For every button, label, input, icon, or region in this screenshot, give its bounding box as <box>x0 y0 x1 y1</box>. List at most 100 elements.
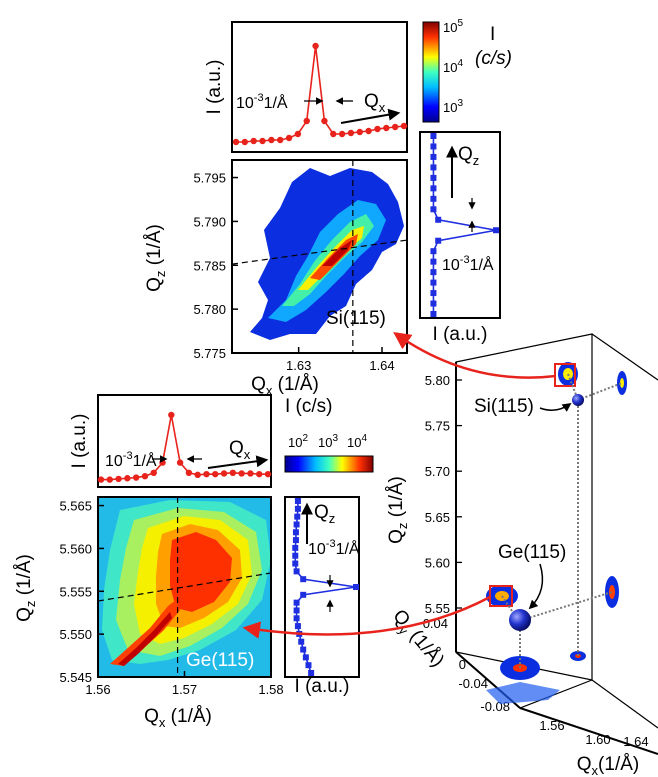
rsm-si-label: Si(115) <box>474 396 534 417</box>
si-guide-left <box>567 373 579 401</box>
ge-map-ylabel: Qz (1/Å) <box>14 554 38 622</box>
ge-qz-point-5 <box>292 537 299 544</box>
si-connector-arrow <box>393 331 557 379</box>
si-qx-profile: I (a.u.) 10-31/Å Qx <box>204 21 408 153</box>
si-map-frame <box>231 159 408 354</box>
ge-qx-arrow-label: Qx <box>229 438 251 462</box>
si-cbar-tick-2: 104 <box>443 58 463 75</box>
si-map-ytick-label-4: 5.795 <box>193 171 226 186</box>
si-cbar-tick-1: 105 <box>443 18 463 35</box>
ge-qz-point-14 <box>293 607 300 614</box>
ge-qz-point-15 <box>293 615 300 622</box>
ge-qx-point-13 <box>212 470 219 478</box>
ge-qz-point-21 <box>305 662 312 669</box>
ge-qz-point-7 <box>292 552 299 559</box>
si-qx-point-8 <box>303 117 310 125</box>
si-qx-point-3 <box>259 137 266 145</box>
si-qz-point-0 <box>430 133 437 139</box>
si-map-ytick-label-1: 5.780 <box>193 302 226 317</box>
si-qz-point-15 <box>430 290 437 297</box>
ge-map-label: Ge(115) <box>186 650 254 671</box>
si-cbar-tick-3: 103 <box>443 98 463 115</box>
ge-qx-frame <box>97 394 272 488</box>
si-map-label: Si(115) <box>326 308 386 329</box>
si-qz-point-13 <box>430 269 437 276</box>
rsm-qy-tick-1: 0.04 <box>423 616 448 631</box>
si-qx-point-19 <box>400 122 408 130</box>
si-qx-point-16 <box>374 125 381 133</box>
si-qx-point-11 <box>330 130 337 138</box>
ge-qx-point-2 <box>115 475 122 483</box>
rsm-qx-tick-1: 1.56 <box>539 718 564 733</box>
ge-qz-point-9 <box>293 568 300 575</box>
si-qz-point-7 <box>430 206 437 213</box>
ge-qx-point-8 <box>168 411 175 419</box>
ge-qx-point-10 <box>185 469 193 476</box>
ge-map-ytick-label-2: 5.555 <box>59 584 92 599</box>
ge-colorbar: I (c/s) 102 103 104 <box>284 396 374 473</box>
rsm-qz-tick-label-3: 5.70 <box>425 464 450 479</box>
ge-map-ytick-label-4: 5.565 <box>59 499 92 514</box>
rsm-ge-label: Ge(115) <box>498 542 566 563</box>
rsm-qz-label: Qz (1/Å) <box>386 476 410 544</box>
ge-qx-marks <box>97 411 272 483</box>
ge-qz-point-20 <box>302 654 309 661</box>
rsm-qy-tick-3: -0.04 <box>458 676 488 691</box>
si-cbar-unit: (c/s) <box>475 48 512 69</box>
ge-qx-point-3 <box>124 475 131 482</box>
ge-qz-width-annotation: 10-31/Å <box>308 538 360 558</box>
rsm-ge-pointer-arrow <box>528 563 544 610</box>
rsm-qy-tick-2: 0 <box>459 657 466 672</box>
ge-qz-point-11 <box>353 584 359 590</box>
ge-qz-point-22 <box>308 670 315 676</box>
si-qx-point-4 <box>268 136 275 144</box>
si-map-ytick-label-3: 5.790 <box>193 214 226 229</box>
rsm-qx-tick-3: 1.64 <box>623 734 648 749</box>
si-qz-point-16 <box>430 300 437 307</box>
ge-qz-point-1 <box>294 505 301 512</box>
ge-cbar-label: I (c/s) <box>285 396 333 417</box>
ge-qx-point-9 <box>176 459 184 466</box>
ge-qx-point-6 <box>150 469 157 476</box>
si-qz-point-10 <box>435 237 442 244</box>
ge-qx-width-annotation: 10-31/Å <box>105 450 157 470</box>
si-qx-point-0 <box>232 138 240 146</box>
si-qz-point-5 <box>430 185 437 192</box>
si-cbar-label: I <box>490 24 495 45</box>
rsm-bottom-right-edge <box>591 679 658 729</box>
rsm-qz-tick-label-2: 5.65 <box>425 510 450 525</box>
si-map-ytick-label-2: 5.785 <box>193 258 226 273</box>
si-map-xlabel: Qx (1/Å) <box>251 374 319 398</box>
ge-cbar-tick-2: 103 <box>318 433 338 450</box>
ge-qz-profile: Qz 10-31/Å I (a.u.) <box>284 496 360 697</box>
ge-guide-right <box>521 591 613 621</box>
ge-map-xtick-label-2: 1.58 <box>258 682 283 697</box>
si-qx-frame <box>231 21 408 153</box>
si-qx-point-13 <box>347 129 355 137</box>
si-qz-point-17 <box>430 311 437 317</box>
ge-qx-point-18 <box>256 470 263 478</box>
si-qx-width-annotation: 10-31/Å <box>236 92 288 112</box>
ge-qz-point-19 <box>300 646 307 653</box>
rsm-top-right-edge <box>591 333 658 381</box>
si-qz-point-1 <box>430 143 437 150</box>
rsm-qz-tick-label-0: 5.55 <box>425 601 450 616</box>
si-qz-point-2 <box>430 153 437 160</box>
si-qx-point-1 <box>241 138 249 146</box>
ge-qz-point-0 <box>294 498 301 504</box>
si-qx-point-17 <box>383 124 390 132</box>
ge-qz-point-3 <box>293 521 300 528</box>
ge-qz-point-8 <box>292 560 299 567</box>
ge-qz-point-13 <box>293 599 300 606</box>
ge-qz-point-6 <box>292 544 299 551</box>
si-colorbar-scale <box>422 21 440 123</box>
ge-qz-point-2 <box>294 513 301 520</box>
ge-qz-marks <box>292 498 359 676</box>
ge-qx-point-12 <box>203 470 210 478</box>
ge-qx-point-15 <box>229 469 237 476</box>
ge-qz-point-4 <box>292 529 299 536</box>
ge-qx-point-14 <box>220 470 228 477</box>
ge-map-xlabel: Qx (1/Å) <box>144 706 212 730</box>
ge-qx-ylabel: I (a.u.) <box>69 414 90 469</box>
ge-projection-right-wall-core <box>609 585 615 599</box>
